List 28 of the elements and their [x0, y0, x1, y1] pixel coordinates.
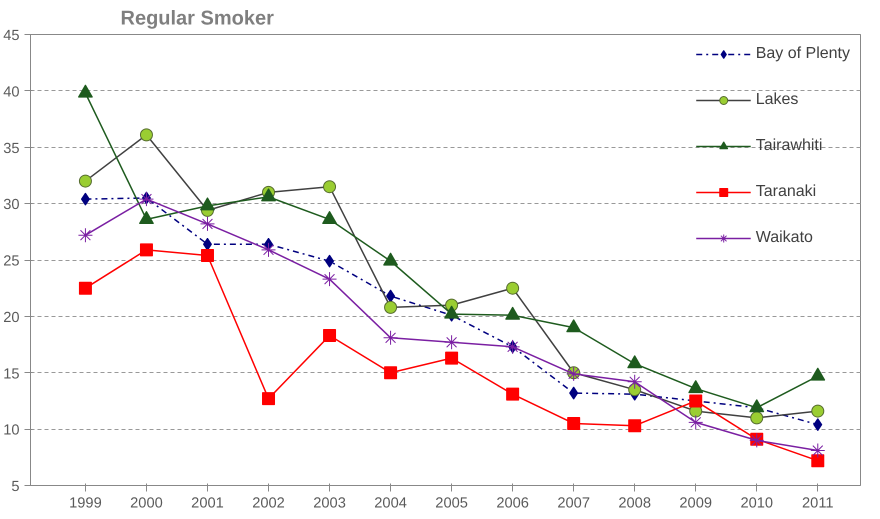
y-tick-label: 10: [3, 422, 20, 439]
x-tick-label: 2009: [679, 496, 712, 512]
x-tick-label: 2010: [740, 496, 774, 512]
x-tick-label: 2008: [618, 496, 651, 512]
y-tick-label: 25: [3, 254, 20, 270]
legend-label: Lakes: [756, 91, 798, 109]
y-tick-label: 35: [3, 140, 20, 157]
legend-label: Tairawhiti: [756, 137, 822, 155]
legend-label: Waikato: [756, 229, 813, 247]
x-tick-label: 2001: [191, 496, 224, 512]
legend-label: Bay of Plenty: [756, 45, 850, 63]
y-tick-label: 20: [3, 310, 20, 326]
y-tick-label: 5: [11, 479, 20, 495]
x-tick-label: 2004: [374, 496, 407, 512]
y-tick-label: 15: [3, 366, 20, 382]
y-tick-label: 45: [3, 28, 20, 44]
x-tick-label: 2003: [313, 496, 346, 512]
chart-title: Regular Smoker: [120, 8, 274, 30]
x-tick-label: 2000: [130, 496, 163, 512]
x-tick-label: 2011: [802, 496, 834, 512]
y-tick-label: 30: [3, 197, 20, 214]
x-tick-label: 2002: [252, 496, 285, 512]
x-tick-label: 2007: [557, 496, 590, 512]
x-tick-label: 1999: [69, 496, 102, 512]
legend-label: Taranaki: [756, 183, 816, 201]
x-tick-label: 2005: [435, 496, 468, 512]
y-tick-label: 40: [3, 84, 20, 100]
x-tick-label: 2006: [496, 496, 529, 512]
